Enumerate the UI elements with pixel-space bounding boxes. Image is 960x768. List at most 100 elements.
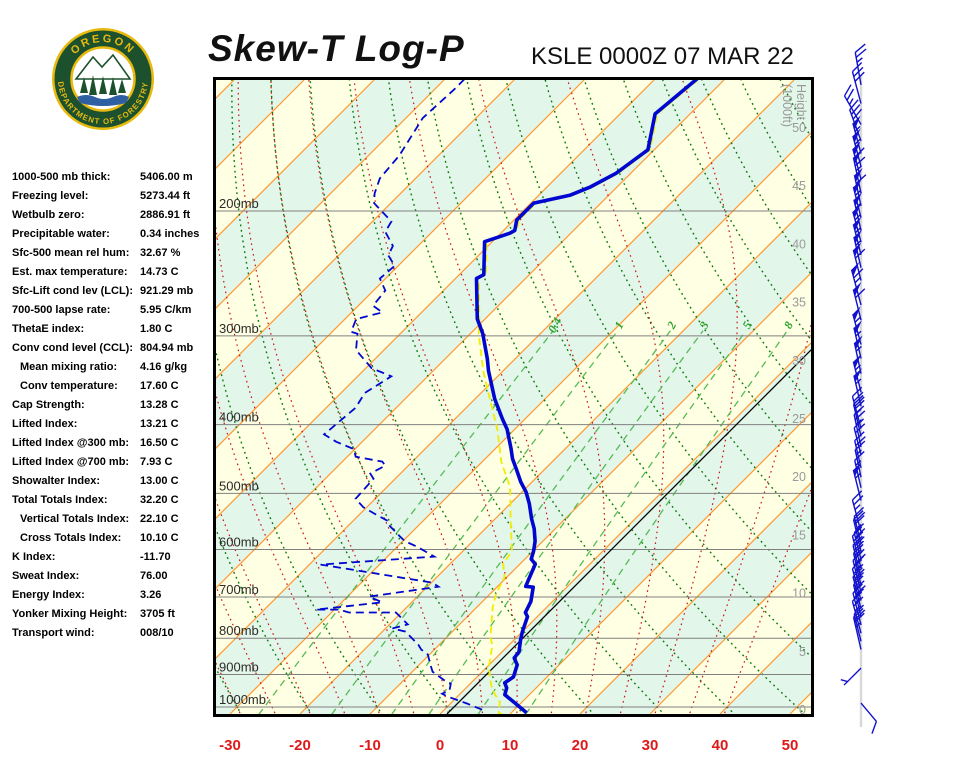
index-row: Conv cond level (CCL): 804.94 mb: [12, 339, 214, 358]
svg-text:0.4: 0.4: [545, 315, 564, 335]
index-row: Cap Strength: 13.28 C: [12, 396, 214, 415]
height-axis-title: Height: [794, 84, 808, 121]
index-value: 804.94 mb: [140, 342, 194, 354]
pressure-lines: 200mb 300mb 400mb 500mb 600mb 700mb 800mb 900mb…: [216, 196, 811, 708]
index-value: 32.20 C: [140, 494, 179, 506]
index-label: 1000-500 mb thick:: [12, 171, 111, 183]
wind-barb: [840, 667, 862, 686]
index-value: 17.60 C: [140, 380, 179, 392]
index-row: Yonker Mixing Height: 3705 ft: [12, 605, 214, 624]
pressure-label: 500mb: [219, 478, 259, 493]
wind-barb: [852, 607, 865, 650]
pressure-label: 900mb: [219, 659, 259, 674]
index-label: Precipitable water:: [12, 228, 110, 240]
index-value: 3705 ft: [140, 608, 175, 620]
index-value: 3.26: [140, 589, 162, 601]
stability-indices-panel: 1000-500 mb thick: 5406.00 m Freezing leve…: [12, 168, 214, 643]
x-axis-labels: -30 -20 -10 0 10 20 30 40 50: [219, 737, 798, 754]
index-row: Precipitable water: 0.34 inches: [12, 225, 214, 244]
height-axis-units: (1000ft): [780, 84, 794, 127]
index-label: Freezing level:: [12, 190, 89, 202]
temperature-trace: [474, 80, 699, 714]
index-row: Freezing level: 5273.44 ft: [12, 187, 214, 206]
x-tick-label: 10: [502, 737, 519, 754]
index-row: 700-500 lapse rate: 5.95 C/km: [12, 301, 214, 320]
x-tick-label: 0: [436, 737, 444, 754]
wind-barb: [854, 431, 866, 469]
pressure-label: 800mb: [219, 623, 259, 638]
index-label: Cap Strength:: [12, 399, 85, 411]
index-label: Conv cond level (CCL):: [12, 342, 134, 354]
index-row: ThetaE index: 1.80 C: [12, 320, 214, 339]
wind-barbs: [840, 43, 878, 734]
index-row: Conv temperature: 17.60 C: [12, 377, 214, 396]
index-value: 14.73 C: [140, 266, 179, 278]
x-tick-label: -30: [219, 737, 241, 754]
index-label: ThetaE index:: [12, 323, 85, 335]
index-label: Showalter Index:: [12, 475, 101, 487]
index-label: Yonker Mixing Height:: [12, 608, 128, 620]
index-label: Mean mixing ratio:: [20, 361, 118, 373]
logo-landscape: [74, 53, 132, 106]
index-value: 5.95 C/km: [140, 304, 192, 316]
index-value: -11.70: [140, 551, 171, 563]
mixing-ratio-lines: [258, 330, 788, 714]
index-value: 4.16 g/kg: [140, 361, 188, 373]
index-row: Total Totals Index: 32.20 C: [12, 491, 214, 510]
index-row: Lifted Index @700 mb: 7.93 C: [12, 453, 214, 472]
wind-barb: [853, 604, 866, 642]
height-tick-label: 0: [799, 703, 806, 717]
svg-text:8: 8: [781, 319, 796, 331]
svg-text:1: 1: [611, 319, 626, 331]
index-label: Est. max temperature:: [12, 266, 128, 278]
index-value: 13.28 C: [140, 399, 179, 411]
index-value: 7.93 C: [140, 456, 173, 468]
index-label: Sfc-Lift cond lev (LCL):: [12, 285, 133, 297]
x-tick-label: -20: [289, 737, 311, 754]
index-label: Transport wind:: [12, 627, 95, 639]
index-value: 1.80 C: [140, 323, 173, 335]
index-value: 22.10 C: [140, 513, 179, 525]
wind-barb: [852, 462, 862, 501]
wind-barb: [851, 61, 865, 104]
index-value: 13.21 C: [140, 418, 179, 430]
x-tick-label: 30: [642, 737, 659, 754]
wind-barb: [852, 115, 862, 154]
index-label: Lifted Index:: [12, 418, 78, 430]
index-row: Showalter Index: 13.00 C: [12, 472, 214, 491]
index-label: Wetbulb zero:: [12, 209, 85, 221]
chart-background: [216, 80, 811, 714]
index-row: Vertical Totals Index: 22.10 C: [12, 510, 214, 529]
index-value: 008/10: [140, 627, 174, 639]
index-value: 76.00: [140, 570, 168, 582]
index-label: Total Totals Index:: [12, 494, 108, 506]
index-value: 2886.91 ft: [140, 209, 191, 221]
index-row: Energy Index: 3.26: [12, 586, 214, 605]
x-tick-label: 20: [572, 737, 589, 754]
height-tick-label: 20: [792, 470, 806, 484]
height-tick-label: 10: [792, 587, 806, 601]
index-row: Mean mixing ratio: 4.16 g/kg: [12, 358, 214, 377]
height-tick-label: 15: [792, 528, 806, 542]
wind-barb: [860, 702, 878, 734]
index-label: Sweat Index:: [12, 570, 80, 582]
index-value: 5273.44 ft: [140, 190, 191, 202]
index-row: 1000-500 mb thick: 5406.00 m: [12, 168, 214, 187]
index-value: 10.10 C: [140, 532, 179, 544]
index-value: 0.34 inches: [140, 228, 200, 240]
wind-barb: [852, 203, 862, 243]
wind-barb: [853, 229, 862, 268]
index-label: Energy Index:: [12, 589, 85, 601]
index-row: Wetbulb zero: 2886.91 ft: [12, 206, 214, 225]
index-label: Conv temperature:: [20, 380, 118, 392]
index-row: Cross Totals Index: 10.10 C: [12, 529, 214, 548]
height-tick-label: 25: [792, 412, 806, 426]
index-row: Sfc-500 mean rel hum: 32.67 %: [12, 244, 214, 263]
pressure-label: 400mb: [219, 410, 259, 425]
dewpoint-trace: [316, 80, 483, 711]
height-tick-label: 35: [792, 296, 806, 310]
index-value: 13.00 C: [140, 475, 179, 487]
index-row: Sfc-Lift cond lev (LCL): 921.29 mb: [12, 282, 214, 301]
